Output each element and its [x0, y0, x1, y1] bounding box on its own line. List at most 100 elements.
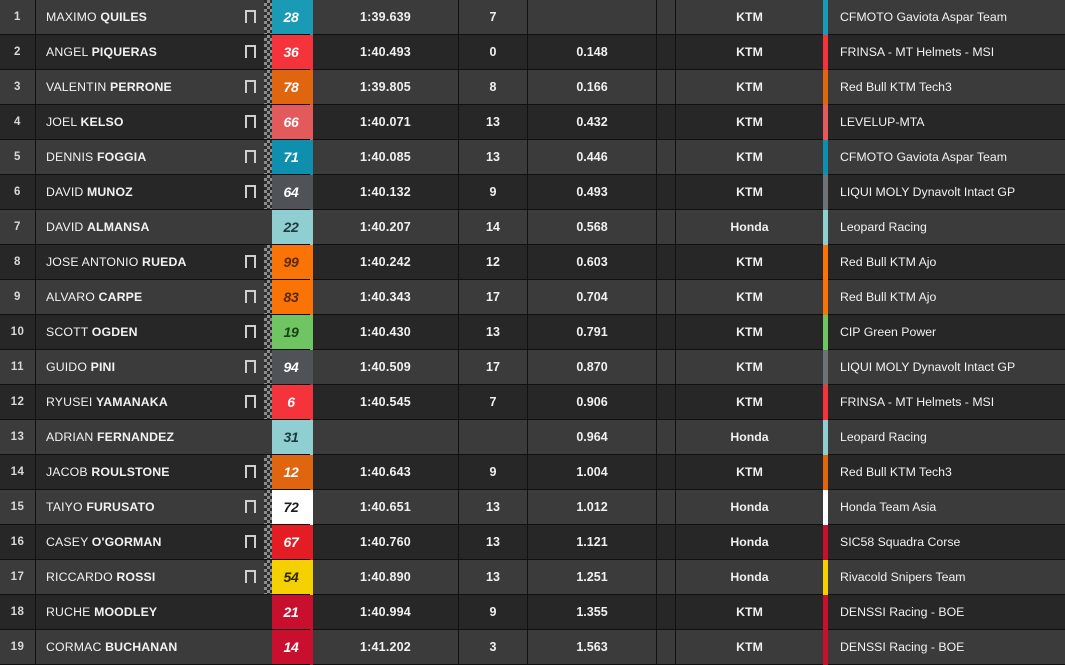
rider-name-cell[interactable]: GUIDO PINI: [36, 350, 237, 385]
manufacturer-cell: KTM: [676, 0, 826, 35]
rider-first-name: RUCHE: [46, 605, 90, 619]
team-cell[interactable]: Leopard Racing: [826, 210, 1065, 245]
rider-first-name: JOSE ANTONIO: [46, 255, 138, 269]
position-cell: 1: [0, 0, 36, 35]
checkered-flag-icon: [264, 140, 272, 174]
p-flag-icon: [245, 45, 256, 58]
laps-cell: 13: [459, 140, 528, 175]
rider-name-cell[interactable]: DENNIS FOGGIA: [36, 140, 237, 175]
laps-cell: 3: [459, 630, 528, 665]
rider-number-cell[interactable]: 19: [272, 315, 312, 350]
rider-name-cell[interactable]: SCOTT OGDEN: [36, 315, 237, 350]
rider-number-cell[interactable]: 99: [272, 245, 312, 280]
rider-name-cell[interactable]: RUCHE MOODLEY: [36, 595, 237, 630]
team-cell[interactable]: Red Bull KTM Tech3: [826, 70, 1065, 105]
rider-name-cell[interactable]: DAVID ALMANSA: [36, 210, 237, 245]
rider-name-cell[interactable]: ALVARO CARPE: [36, 280, 237, 315]
rider-number-cell[interactable]: 21: [272, 595, 312, 630]
rider-number-cell[interactable]: 72: [272, 490, 312, 525]
team-cell[interactable]: LEVELUP-MTA: [826, 105, 1065, 140]
checkered-flag-icon: [264, 0, 272, 34]
team-cell[interactable]: CIP Green Power: [826, 315, 1065, 350]
rider-name-cell[interactable]: RYUSEI YAMANAKA: [36, 385, 237, 420]
team-cell[interactable]: LIQUI MOLY Dynavolt Intact GP: [826, 350, 1065, 385]
team-cell[interactable]: FRINSA - MT Helmets - MSI: [826, 385, 1065, 420]
rider-last-name: ROSSI: [116, 570, 155, 584]
spacer-cell: [657, 595, 676, 630]
team-cell[interactable]: Red Bull KTM Tech3: [826, 455, 1065, 490]
team-cell[interactable]: CFMOTO Gaviota Aspar Team: [826, 0, 1065, 35]
rider-number-cell[interactable]: 28: [272, 0, 312, 35]
rider-number-cell[interactable]: 31: [272, 420, 312, 455]
rider-name-cell[interactable]: DAVID MUNOZ: [36, 175, 237, 210]
rider-first-name: TAIYO: [46, 500, 83, 514]
rider-name-cell[interactable]: VALENTIN PERRONE: [36, 70, 237, 105]
rider-number-cell[interactable]: 54: [272, 560, 312, 595]
rider-number-cell[interactable]: 14: [272, 630, 312, 665]
rider-number-cell[interactable]: 36: [272, 35, 312, 70]
rider-number-badge: 67: [272, 525, 310, 559]
team-cell[interactable]: LIQUI MOLY Dynavolt Intact GP: [826, 175, 1065, 210]
rider-number-cell[interactable]: 64: [272, 175, 312, 210]
team-cell[interactable]: Red Bull KTM Ajo: [826, 245, 1065, 280]
position-cell: 11: [0, 350, 36, 385]
rider-last-name: PIQUERAS: [92, 45, 157, 59]
rider-number-cell[interactable]: 12: [272, 455, 312, 490]
spacer-cell: [657, 420, 676, 455]
rider-last-name: CARPE: [99, 290, 143, 304]
rider-number-cell[interactable]: 71: [272, 140, 312, 175]
rider-first-name: DAVID: [46, 220, 83, 234]
rider-name-cell[interactable]: JACOB ROULSTONE: [36, 455, 237, 490]
team-cell[interactable]: Leopard Racing: [826, 420, 1065, 455]
gap-cell: [528, 0, 657, 35]
rider-name-cell[interactable]: CORMAC BUCHANAN: [36, 630, 237, 665]
lap-time-cell: 1:40.651: [312, 490, 459, 525]
rider-name-cell[interactable]: ANGEL PIQUERAS: [36, 35, 237, 70]
rider-number-cell[interactable]: 78: [272, 70, 312, 105]
rider-name-cell[interactable]: TAIYO FURUSATO: [36, 490, 237, 525]
team-cell[interactable]: DENSSI Racing - BOE: [826, 630, 1065, 665]
team-cell[interactable]: FRINSA - MT Helmets - MSI: [826, 35, 1065, 70]
rider-number-cell[interactable]: 83: [272, 280, 312, 315]
rider-number-cell[interactable]: 6: [272, 385, 312, 420]
rider-number-cell[interactable]: 67: [272, 525, 312, 560]
rider-number-cell[interactable]: 22: [272, 210, 312, 245]
rider-name-cell[interactable]: JOEL KELSO: [36, 105, 237, 140]
team-cell[interactable]: Red Bull KTM Ajo: [826, 280, 1065, 315]
rider-name-cell[interactable]: ADRIAN FERNANDEZ: [36, 420, 237, 455]
rider-name-cell[interactable]: MAXIMO QUILES: [36, 0, 237, 35]
rider-number-cell[interactable]: 94: [272, 350, 312, 385]
rider-name-cell[interactable]: JOSE ANTONIO RUEDA: [36, 245, 237, 280]
rider-name-cell[interactable]: CASEY O'GORMAN: [36, 525, 237, 560]
team-cell[interactable]: CFMOTO Gaviota Aspar Team: [826, 140, 1065, 175]
rider-name-cell[interactable]: RICCARDO ROSSI: [36, 560, 237, 595]
spacer-cell: [657, 210, 676, 245]
team-cell[interactable]: SIC58 Squadra Corse: [826, 525, 1065, 560]
p-flag-icon: [245, 150, 256, 163]
rider-number-cell[interactable]: 66: [272, 105, 312, 140]
checkered-separator-cell: [264, 70, 272, 105]
team-cell[interactable]: Rivacold Snipers Team: [826, 560, 1065, 595]
checkered-flag-icon: [264, 560, 272, 594]
team-cell[interactable]: DENSSI Racing - BOE: [826, 595, 1065, 630]
team-cell[interactable]: Honda Team Asia: [826, 490, 1065, 525]
